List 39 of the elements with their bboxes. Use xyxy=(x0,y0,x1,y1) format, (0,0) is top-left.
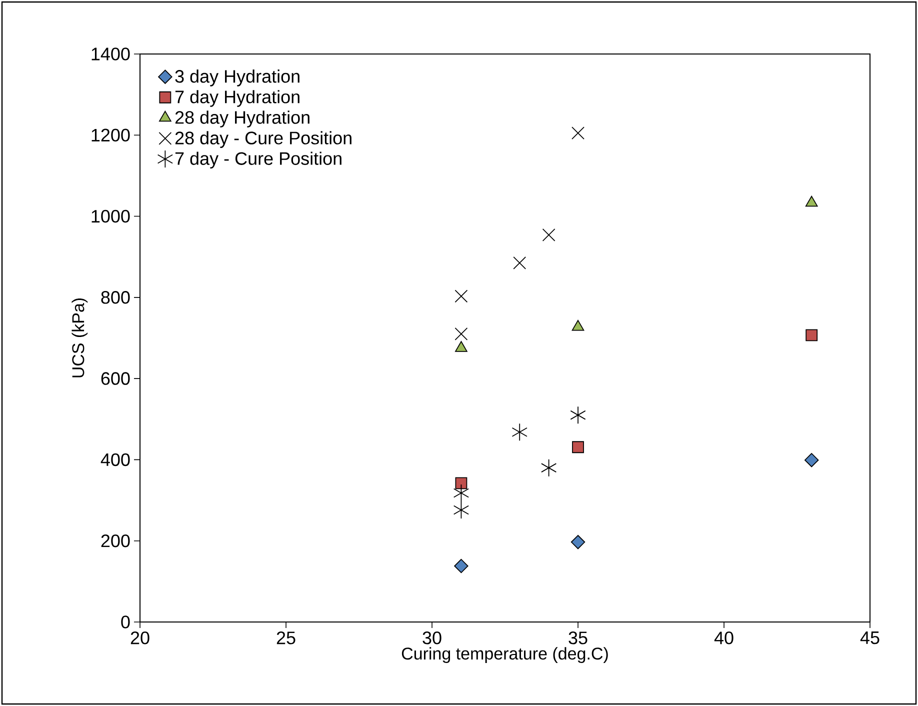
point xyxy=(542,228,556,242)
point xyxy=(805,196,818,207)
x-tick-label: 40 xyxy=(714,632,734,644)
point xyxy=(540,458,557,477)
point xyxy=(804,453,819,468)
point xyxy=(570,406,586,424)
point xyxy=(454,558,468,574)
point xyxy=(572,126,584,140)
point xyxy=(453,484,470,502)
point xyxy=(455,477,468,490)
x-axis-title: Curing temperature (deg.C) xyxy=(402,647,608,663)
point xyxy=(455,341,468,352)
legend-label: 28 day - Cure Position xyxy=(175,131,352,148)
point xyxy=(453,501,470,519)
x-tick-label: 35 xyxy=(568,632,588,644)
y-tick-label: 800 xyxy=(101,291,130,304)
legend-label: 3 day Hydration xyxy=(175,70,300,86)
y-tick-label: 600 xyxy=(101,372,130,385)
point xyxy=(513,256,526,270)
y-tick-label: 1000 xyxy=(92,210,130,223)
legend-label: 7 day - Cure Position xyxy=(175,152,342,168)
y-tick-label: 0 xyxy=(121,616,130,628)
point xyxy=(454,327,468,340)
y-tick-label: 200 xyxy=(101,534,130,548)
x-tick-label: 30 xyxy=(422,632,442,644)
legend-label: 7 day Hydration xyxy=(175,90,300,107)
x-tick-label: 20 xyxy=(130,632,150,644)
y-axis-title: UCS (kPa) xyxy=(72,298,88,378)
x-tick-label: 25 xyxy=(276,632,296,644)
point xyxy=(454,290,468,303)
point xyxy=(570,534,586,550)
legend-label: 28 day Hydration xyxy=(175,110,310,128)
y-tick-label: 1400 xyxy=(92,48,130,60)
point xyxy=(806,329,818,342)
y-tick-label: 1200 xyxy=(92,128,130,142)
point xyxy=(512,423,528,442)
y-tick-label: 400 xyxy=(100,453,130,466)
x-tick-label: 45 xyxy=(860,632,880,644)
point xyxy=(572,441,584,454)
